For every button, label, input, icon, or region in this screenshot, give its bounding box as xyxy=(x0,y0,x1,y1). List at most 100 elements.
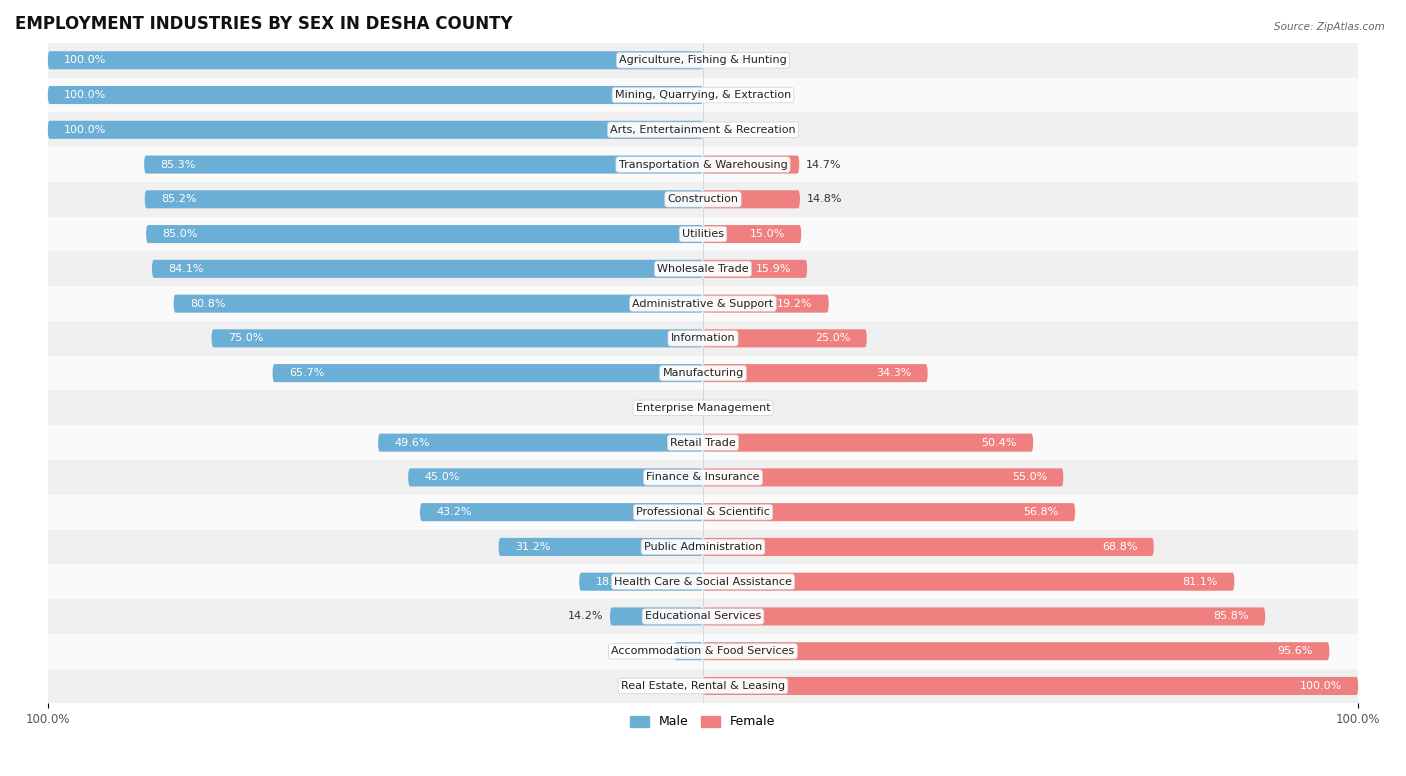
Bar xyxy=(48,669,1358,703)
FancyBboxPatch shape xyxy=(211,329,703,348)
Text: 85.2%: 85.2% xyxy=(162,194,197,204)
FancyBboxPatch shape xyxy=(146,225,703,243)
FancyBboxPatch shape xyxy=(579,573,703,591)
Text: Public Administration: Public Administration xyxy=(644,542,762,552)
FancyBboxPatch shape xyxy=(703,538,1154,556)
Text: Wholesale Trade: Wholesale Trade xyxy=(657,264,749,274)
FancyBboxPatch shape xyxy=(703,434,1033,452)
Bar xyxy=(48,425,1358,460)
Text: Construction: Construction xyxy=(668,194,738,204)
Bar xyxy=(48,147,1358,182)
Text: 15.9%: 15.9% xyxy=(755,264,790,274)
Text: 14.7%: 14.7% xyxy=(806,160,841,169)
Text: 85.0%: 85.0% xyxy=(163,229,198,239)
Text: 34.3%: 34.3% xyxy=(876,368,911,378)
Text: 0.0%: 0.0% xyxy=(672,681,700,691)
Text: Real Estate, Rental & Leasing: Real Estate, Rental & Leasing xyxy=(621,681,785,691)
Text: Mining, Quarrying, & Extraction: Mining, Quarrying, & Extraction xyxy=(614,90,792,100)
Text: 55.0%: 55.0% xyxy=(1012,473,1047,483)
Bar xyxy=(48,529,1358,564)
Text: Source: ZipAtlas.com: Source: ZipAtlas.com xyxy=(1274,22,1385,32)
Text: 0.0%: 0.0% xyxy=(672,403,700,413)
Text: 14.8%: 14.8% xyxy=(807,194,842,204)
Text: 15.0%: 15.0% xyxy=(749,229,785,239)
Legend: Male, Female: Male, Female xyxy=(626,710,780,733)
Text: 4.4%: 4.4% xyxy=(640,646,668,656)
FancyBboxPatch shape xyxy=(143,155,703,174)
Bar xyxy=(48,251,1358,286)
Text: 100.0%: 100.0% xyxy=(65,125,107,135)
FancyBboxPatch shape xyxy=(703,643,1330,660)
FancyBboxPatch shape xyxy=(703,503,1076,521)
Bar xyxy=(48,182,1358,217)
Text: 81.1%: 81.1% xyxy=(1182,577,1218,587)
Text: 49.6%: 49.6% xyxy=(394,438,430,448)
Text: 68.8%: 68.8% xyxy=(1102,542,1137,552)
FancyBboxPatch shape xyxy=(420,503,703,521)
Text: 80.8%: 80.8% xyxy=(190,299,225,309)
FancyBboxPatch shape xyxy=(378,434,703,452)
FancyBboxPatch shape xyxy=(408,469,703,487)
Text: 56.8%: 56.8% xyxy=(1024,508,1059,517)
FancyBboxPatch shape xyxy=(48,51,703,69)
Bar xyxy=(48,564,1358,599)
Text: Arts, Entertainment & Recreation: Arts, Entertainment & Recreation xyxy=(610,125,796,135)
FancyBboxPatch shape xyxy=(273,364,703,382)
Text: 0.0%: 0.0% xyxy=(706,90,734,100)
Text: Utilities: Utilities xyxy=(682,229,724,239)
FancyBboxPatch shape xyxy=(173,295,703,313)
Text: Finance & Insurance: Finance & Insurance xyxy=(647,473,759,483)
Text: 100.0%: 100.0% xyxy=(65,55,107,65)
FancyBboxPatch shape xyxy=(145,190,703,208)
FancyBboxPatch shape xyxy=(703,573,1234,591)
Text: Enterprise Management: Enterprise Management xyxy=(636,403,770,413)
FancyBboxPatch shape xyxy=(610,608,703,625)
Text: Educational Services: Educational Services xyxy=(645,611,761,622)
FancyBboxPatch shape xyxy=(703,225,801,243)
Text: 31.2%: 31.2% xyxy=(515,542,550,552)
Text: 75.0%: 75.0% xyxy=(228,334,263,343)
Bar xyxy=(48,599,1358,634)
FancyBboxPatch shape xyxy=(48,86,703,104)
FancyBboxPatch shape xyxy=(703,469,1063,487)
Text: 100.0%: 100.0% xyxy=(1299,681,1341,691)
Text: Transportation & Warehousing: Transportation & Warehousing xyxy=(619,160,787,169)
Bar xyxy=(48,495,1358,529)
FancyBboxPatch shape xyxy=(703,190,800,208)
Text: 50.4%: 50.4% xyxy=(981,438,1017,448)
Text: 85.8%: 85.8% xyxy=(1213,611,1249,622)
Text: 14.2%: 14.2% xyxy=(568,611,603,622)
FancyBboxPatch shape xyxy=(703,329,868,348)
FancyBboxPatch shape xyxy=(703,260,807,278)
Text: 18.9%: 18.9% xyxy=(596,577,631,587)
Bar xyxy=(48,634,1358,669)
Text: Manufacturing: Manufacturing xyxy=(662,368,744,378)
Text: Retail Trade: Retail Trade xyxy=(671,438,735,448)
Bar xyxy=(48,460,1358,495)
Text: 100.0%: 100.0% xyxy=(65,90,107,100)
Text: 84.1%: 84.1% xyxy=(169,264,204,274)
Bar xyxy=(48,355,1358,390)
Text: 25.0%: 25.0% xyxy=(815,334,851,343)
Bar xyxy=(48,113,1358,147)
Text: Information: Information xyxy=(671,334,735,343)
FancyBboxPatch shape xyxy=(152,260,703,278)
Text: Professional & Scientific: Professional & Scientific xyxy=(636,508,770,517)
FancyBboxPatch shape xyxy=(673,643,703,660)
Text: Agriculture, Fishing & Hunting: Agriculture, Fishing & Hunting xyxy=(619,55,787,65)
Bar xyxy=(48,78,1358,113)
FancyBboxPatch shape xyxy=(703,677,1358,695)
Text: 0.0%: 0.0% xyxy=(706,125,734,135)
Text: 43.2%: 43.2% xyxy=(436,508,472,517)
Text: 45.0%: 45.0% xyxy=(425,473,460,483)
Bar xyxy=(48,321,1358,355)
Text: Health Care & Social Assistance: Health Care & Social Assistance xyxy=(614,577,792,587)
FancyBboxPatch shape xyxy=(703,295,828,313)
Bar xyxy=(48,286,1358,321)
Text: 95.6%: 95.6% xyxy=(1278,646,1313,656)
Text: Accommodation & Food Services: Accommodation & Food Services xyxy=(612,646,794,656)
FancyBboxPatch shape xyxy=(703,364,928,382)
Text: Administrative & Support: Administrative & Support xyxy=(633,299,773,309)
FancyBboxPatch shape xyxy=(703,608,1265,625)
Bar xyxy=(48,390,1358,425)
